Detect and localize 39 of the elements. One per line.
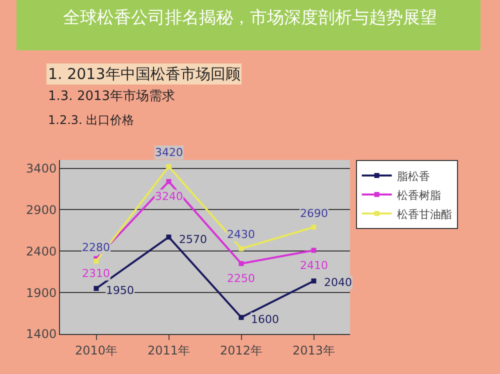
point: [166, 164, 172, 170]
data-label: 2430: [227, 228, 255, 241]
y-tick-label: 2900: [26, 202, 57, 217]
legend-label: 松香甘油酯: [396, 208, 452, 221]
data-label: 3420: [155, 146, 183, 159]
x-tick-label: 2013年: [292, 343, 336, 358]
x-tick-label: 2012年: [220, 343, 263, 358]
data-label: 2280: [82, 241, 110, 254]
data-label: 1600: [251, 313, 279, 326]
text: 1.3. 2013年市场需求: [48, 89, 176, 104]
legend-label: 松香树脂: [396, 188, 441, 202]
point: [166, 234, 172, 240]
y-tick-label: 1400: [26, 327, 57, 342]
x-tick-label: 2010年: [74, 343, 118, 358]
point: [238, 261, 244, 266]
point: [166, 179, 172, 184]
y-tick-label: 2400: [26, 244, 57, 258]
text: 1. 2013年中国松香市场回顾: [48, 65, 240, 83]
point: [238, 246, 244, 252]
data-label: 2250: [227, 272, 255, 285]
point: [94, 286, 99, 291]
point: [311, 224, 316, 230]
data-label: 2310: [82, 267, 110, 280]
data-label: 2570: [179, 233, 207, 246]
point: [311, 278, 316, 284]
y-tick-label: 3400: [26, 161, 57, 176]
data-label: 2040: [324, 276, 352, 289]
data-label: 3240: [155, 190, 183, 203]
point: [311, 248, 316, 253]
legend-label: 脂松香: [396, 170, 430, 183]
data-label: 2690: [300, 207, 328, 220]
y-tick-label: 1900: [26, 286, 57, 300]
point: [94, 258, 99, 264]
chart-title: 全球松香公司排名揭秘，市场深度剖析与趋势展望: [63, 8, 437, 28]
data-label: 1950: [106, 284, 134, 297]
x-tick-label: 2011年: [147, 343, 190, 358]
text: 1.2.3. 出口价格: [48, 113, 134, 127]
point: [238, 314, 244, 320]
data-label: 2410: [300, 259, 328, 272]
